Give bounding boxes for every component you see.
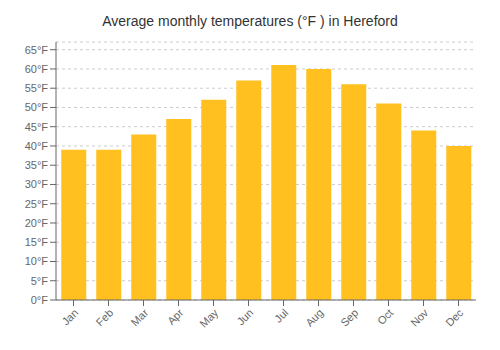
svg-text:Oct: Oct (375, 306, 396, 327)
svg-text:60°F: 60°F (25, 63, 49, 75)
svg-text:Feb: Feb (94, 306, 116, 328)
svg-text:15°F: 15°F (25, 236, 49, 248)
svg-text:Jan: Jan (59, 306, 80, 327)
svg-text:Apr: Apr (165, 306, 186, 327)
html-text:Average monthly temperatures (: Average monthly temperatures (°F ) in He… (102, 13, 398, 29)
svg-text:Jul: Jul (272, 306, 290, 324)
svg-text:30°F: 30°F (25, 178, 49, 190)
svg-text:35°F: 35°F (25, 159, 49, 171)
svg-text:Jun: Jun (234, 306, 255, 327)
svg-text:45°F: 45°F (25, 121, 49, 133)
svg-text:Aug: Aug (303, 306, 325, 328)
svg-text:50°F: 50°F (25, 101, 49, 113)
svg-text:65°F: 65°F (25, 44, 49, 56)
svg-text:40°F: 40°F (25, 140, 49, 152)
svg-text:Nov: Nov (408, 306, 431, 329)
svg-text:20°F: 20°F (25, 217, 49, 229)
svg-text:55°F: 55°F (25, 82, 49, 94)
svg-text:0°F: 0°F (31, 294, 49, 306)
svg-text:Sep: Sep (338, 306, 360, 328)
svg-text:5°F: 5°F (31, 275, 49, 287)
svg-text:Dec: Dec (443, 306, 466, 329)
svg-text:25°F: 25°F (25, 198, 49, 210)
svg-text:10°F: 10°F (25, 255, 49, 267)
svg-text:Mar: Mar (129, 306, 151, 328)
svg-text:May: May (197, 306, 221, 330)
